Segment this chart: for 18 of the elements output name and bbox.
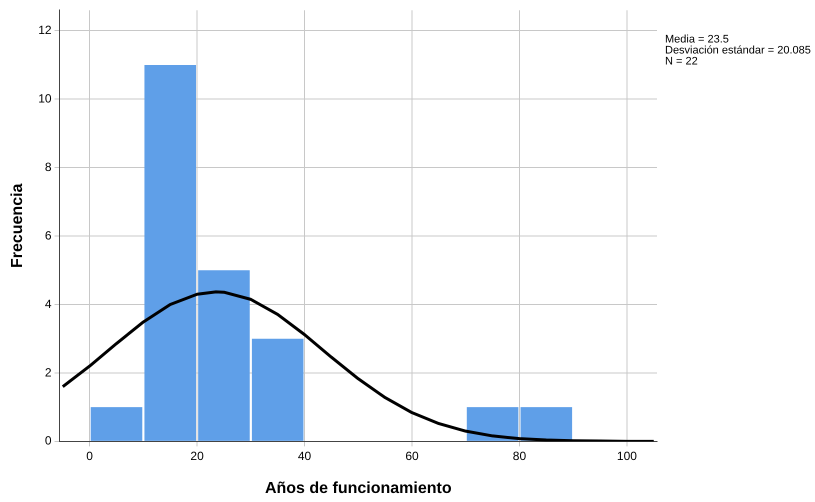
y-tick-label: 12 <box>38 23 52 38</box>
x-axis-title: Años de funcionamiento <box>264 480 452 497</box>
x-tick-label: 20 <box>190 448 204 463</box>
x-tick-label: 80 <box>512 448 526 463</box>
text: N = 22 <box>665 56 698 68</box>
y-tick-label: 4 <box>44 296 52 311</box>
x-tick-label: 0 <box>86 448 94 463</box>
y-tick-label: 2 <box>44 365 52 380</box>
y-tick-label: 0 <box>44 434 52 448</box>
text: Desviación estándar = 20.085 <box>665 44 811 57</box>
x-tick-label: 60 <box>405 448 419 463</box>
y-axis-title: Frecuencia <box>9 183 26 268</box>
x-tick-label: 40 <box>298 448 312 463</box>
y-tick-label: 10 <box>38 91 52 106</box>
y-tick-label: 6 <box>44 228 52 242</box>
y-tick-label: 8 <box>44 160 52 174</box>
text: Media = 23.5 <box>665 34 729 46</box>
x-tick-label: 100 <box>616 448 638 463</box>
